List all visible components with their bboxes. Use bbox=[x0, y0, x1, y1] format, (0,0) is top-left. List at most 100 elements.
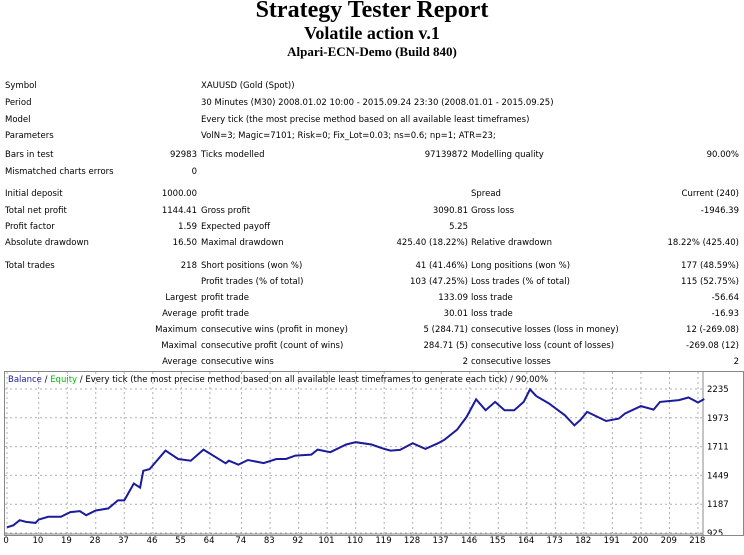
info-label: Symbol bbox=[5, 81, 37, 91]
stat-label: Loss trades (% of total) bbox=[471, 277, 570, 287]
stat-label: Profit trades (% of total) bbox=[201, 277, 304, 287]
x-tick-label: 128 bbox=[403, 536, 421, 546]
chart-legend: Balance / Equity / Every tick (the most … bbox=[8, 375, 548, 385]
stat-label: Relative drawdown bbox=[471, 238, 552, 248]
stat-label: Total trades bbox=[5, 261, 55, 271]
legend-equity: Equity bbox=[50, 375, 78, 385]
stat-value: 16.50 bbox=[172, 238, 197, 248]
stat-label: Expected payoff bbox=[201, 222, 271, 232]
stat-label: Mismatched charts errors bbox=[5, 167, 114, 177]
x-tick-label: 218 bbox=[689, 536, 706, 546]
stat-label: consecutive wins bbox=[201, 357, 274, 367]
x-tick-label: 19 bbox=[61, 536, 72, 546]
info-value: VolN=3; Magic=7101; Risk=0; Fix_Lot=0.03… bbox=[201, 131, 496, 141]
legend-sep: / bbox=[41, 375, 51, 385]
stat-label: Maximal drawdown bbox=[201, 238, 284, 248]
x-tick-label: 28 bbox=[89, 536, 101, 546]
x-tick-label: 37 bbox=[118, 536, 129, 546]
x-tick-label: 191 bbox=[603, 536, 620, 546]
stat-value: 115 (52.75%) bbox=[681, 277, 739, 287]
stat-label: Short positions (won %) bbox=[201, 261, 303, 271]
stat-label: Total net profit bbox=[5, 206, 67, 216]
stat-value: 18.22% (425.40) bbox=[667, 238, 740, 248]
x-tick-label: 137 bbox=[432, 536, 449, 546]
y-tick-label: 1449 bbox=[707, 471, 729, 481]
stat-value: 425.40 (18.22%) bbox=[396, 238, 469, 248]
report-title: Strategy Tester Report bbox=[255, 0, 489, 23]
stat-value: 92983 bbox=[169, 150, 197, 160]
stat-label: Modelling quality bbox=[471, 150, 544, 160]
x-tick-label: 55 bbox=[175, 536, 186, 546]
server-name: Alpari-ECN-Demo (Build 840) bbox=[287, 44, 457, 59]
stat-prefix: Average bbox=[162, 309, 197, 319]
stat-label: Long positions (won %) bbox=[471, 261, 571, 271]
stat-value: 12 (-269.08) bbox=[686, 325, 739, 335]
x-tick-label: 110 bbox=[346, 536, 364, 546]
stat-label: Ticks modelled bbox=[201, 150, 265, 160]
stat-label: Bars in test bbox=[5, 150, 54, 160]
stat-prefix: Average bbox=[162, 357, 197, 367]
y-tick-label: 1711 bbox=[707, 443, 729, 453]
x-tick-label: 64 bbox=[203, 536, 215, 546]
stat-value: 284.71 (5) bbox=[423, 341, 468, 351]
stat-label: Initial deposit bbox=[5, 189, 63, 199]
stat-label: consecutive profit (count of wins) bbox=[201, 341, 344, 351]
stat-value: 2 bbox=[733, 357, 739, 367]
x-tick-label: 10 bbox=[32, 536, 44, 546]
stat-value: 41 (41.46%) bbox=[415, 261, 468, 271]
stat-value: Current (240) bbox=[681, 189, 739, 199]
info-label: Period bbox=[5, 98, 32, 108]
stat-value: 1000.00 bbox=[161, 189, 197, 199]
stat-value: 0 bbox=[191, 167, 197, 177]
stat-label: Spread bbox=[471, 189, 501, 199]
x-tick-label: 173 bbox=[546, 536, 563, 546]
x-tick-label: 92 bbox=[292, 536, 304, 546]
stat-label: profit trade bbox=[201, 293, 249, 303]
x-tick-label: 74 bbox=[235, 536, 247, 546]
stat-label: consecutive loss (count of losses) bbox=[471, 341, 615, 351]
stat-value: 97139872 bbox=[424, 150, 468, 160]
stat-label: Profit factor bbox=[5, 222, 55, 232]
info-label: Model bbox=[5, 115, 31, 125]
chart-svg: 925 1187 1449 1711 1973 2235 bbox=[5, 372, 729, 539]
info-value: Every tick (the most precise method base… bbox=[201, 115, 530, 125]
expert-name: Volatile action v.1 bbox=[304, 23, 440, 43]
x-tick-label: 146 bbox=[460, 536, 478, 546]
legend-text: / Every tick (the most precise method ba… bbox=[77, 375, 549, 385]
x-tick-label: 119 bbox=[375, 536, 392, 546]
info-label: Parameters bbox=[5, 131, 54, 141]
info-value: 30 Minutes (M30) 2008.01.02 10:00 - 2015… bbox=[201, 98, 554, 108]
legend-balance: Balance bbox=[8, 375, 42, 385]
stat-value: 3090.81 bbox=[432, 206, 468, 216]
stat-label: Gross loss bbox=[471, 206, 515, 216]
y-tick-label: 1187 bbox=[707, 500, 729, 510]
x-tick-label: 209 bbox=[660, 536, 677, 546]
stat-value: 133.09 bbox=[438, 293, 468, 303]
x-tick-label: 155 bbox=[489, 536, 506, 546]
stat-value: 103 (47.25%) bbox=[410, 277, 468, 287]
stat-label: consecutive losses (loss in money) bbox=[471, 325, 619, 335]
stat-value: 5.25 bbox=[449, 222, 468, 232]
stat-value: 30.01 bbox=[443, 309, 468, 319]
x-tick-label: 46 bbox=[146, 536, 158, 546]
stat-value: -1946.39 bbox=[700, 206, 739, 216]
y-tick-label: 2235 bbox=[707, 385, 729, 395]
stat-value: 1144.41 bbox=[161, 206, 197, 216]
stat-prefix: Maximum bbox=[155, 325, 197, 335]
x-tick-label: 200 bbox=[632, 536, 649, 546]
stat-label: consecutive losses bbox=[471, 357, 551, 367]
stat-label: Absolute drawdown bbox=[5, 238, 89, 248]
info-value: XAUUSD (Gold (Spot)) bbox=[201, 81, 295, 91]
stat-label: profit trade bbox=[201, 309, 249, 319]
x-tick-label: 101 bbox=[318, 536, 335, 546]
y-tick-label: 1973 bbox=[707, 414, 729, 424]
stat-value: 5 (284.71) bbox=[423, 325, 468, 335]
stat-value: -56.64 bbox=[711, 293, 739, 303]
stat-label: loss trade bbox=[471, 309, 513, 319]
stat-label: consecutive wins (profit in money) bbox=[201, 325, 348, 335]
stat-value: -16.93 bbox=[711, 309, 739, 319]
stat-value: -269.08 (12) bbox=[686, 341, 739, 351]
x-tick-label: 164 bbox=[518, 536, 535, 546]
stat-value: 177 (48.59%) bbox=[681, 261, 739, 271]
stat-value: 90.00% bbox=[706, 150, 739, 160]
